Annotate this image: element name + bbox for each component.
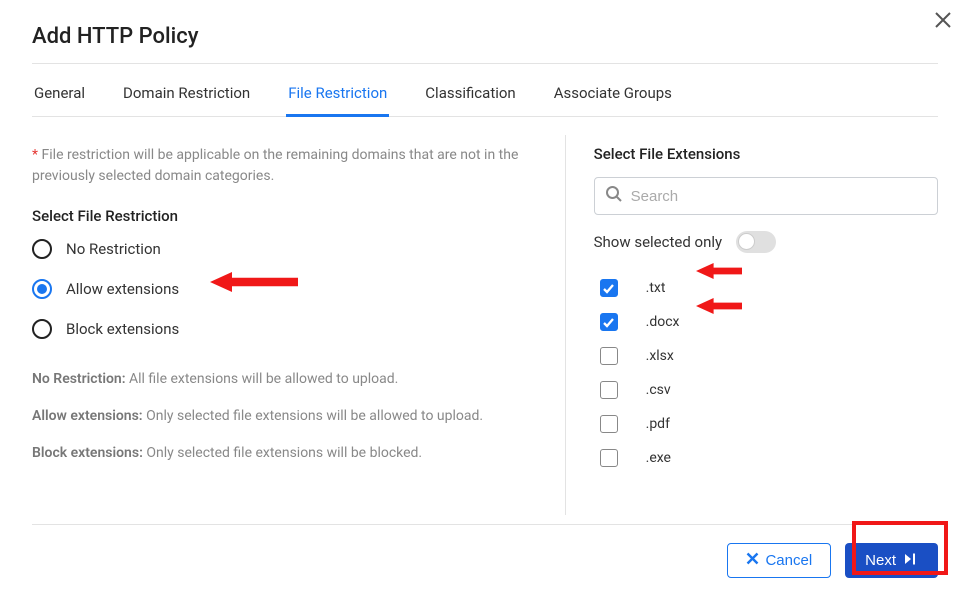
radio-label: Allow extensions	[66, 280, 179, 298]
tab-domain-restriction[interactable]: Domain Restriction	[121, 78, 252, 117]
left-panel: * File restriction will be applicable on…	[32, 135, 565, 515]
tab-classification[interactable]: Classification	[423, 78, 517, 117]
description-text: Only selected file extensions will be bl…	[143, 445, 422, 461]
description-term: Allow extensions:	[32, 408, 143, 424]
radio-row-allow-extensions[interactable]: Allow extensions	[32, 279, 537, 299]
extension-checkbox[interactable]	[600, 449, 618, 467]
extension-row[interactable]: .csv	[594, 373, 938, 407]
extension-checkbox[interactable]	[600, 415, 618, 433]
show-selected-toggle-row: Show selected only	[594, 231, 938, 253]
description-block: No Restriction: All file extensions will…	[32, 369, 537, 390]
restriction-section-label: Select File Restriction	[32, 207, 537, 225]
description-term: Block extensions:	[32, 445, 143, 461]
extension-label: .xlsx	[646, 348, 674, 364]
extension-label: .pdf	[646, 416, 670, 432]
radio-button[interactable]	[32, 239, 52, 259]
search-input[interactable]	[631, 188, 927, 205]
search-icon	[605, 185, 623, 207]
extension-row[interactable]: .docx	[594, 305, 938, 339]
search-field-wrap[interactable]	[594, 177, 938, 215]
radio-button[interactable]	[32, 279, 52, 299]
extension-label: .docx	[646, 314, 680, 330]
extensions-section-label: Select File Extensions	[594, 145, 938, 163]
cancel-label: Cancel	[765, 552, 812, 569]
next-arrow-icon	[904, 552, 918, 569]
tab-general[interactable]: General	[32, 78, 87, 117]
next-button[interactable]: Next	[845, 543, 938, 578]
extension-checkbox[interactable]	[600, 381, 618, 399]
content-area: * File restriction will be applicable on…	[32, 117, 938, 515]
cancel-button[interactable]: Cancel	[727, 543, 831, 578]
description-text: Only selected file extensions will be al…	[143, 408, 483, 424]
toggle-knob	[738, 233, 755, 250]
extension-checkbox[interactable]	[600, 347, 618, 365]
extension-label: .exe	[646, 450, 671, 466]
extension-label: .txt	[646, 280, 666, 296]
radio-button[interactable]	[32, 319, 52, 339]
description-text: All file extensions will be allowed to u…	[126, 371, 399, 387]
extension-checkbox[interactable]	[600, 279, 618, 297]
tab-file-restriction[interactable]: File Restriction	[286, 78, 389, 117]
next-label: Next	[865, 552, 896, 569]
radio-row-no-restriction[interactable]: No Restriction	[32, 239, 537, 259]
dialog-title: Add HTTP Policy	[32, 24, 938, 63]
note-text: File restriction will be applicable on t…	[32, 147, 518, 184]
extension-row[interactable]: .pdf	[594, 407, 938, 441]
radio-group: No Restriction Allow extensions Block exte…	[32, 239, 537, 339]
description-term: No Restriction:	[32, 371, 126, 387]
tabs: General Domain Restriction File Restrictio…	[32, 64, 938, 117]
dialog-footer: Cancel Next	[32, 524, 938, 578]
extension-checkbox[interactable]	[600, 313, 618, 331]
tab-associate-groups[interactable]: Associate Groups	[552, 78, 674, 117]
description-blocks: No Restriction: All file extensions will…	[32, 369, 537, 464]
close-icon[interactable]	[934, 10, 952, 35]
radio-row-block-extensions[interactable]: Block extensions	[32, 319, 537, 339]
close-icon	[746, 552, 759, 569]
extensions-list: .txt .docx .xlsx .csv .pdf .exe	[594, 271, 938, 475]
extension-label: .csv	[646, 382, 671, 398]
toggle-label: Show selected only	[594, 233, 723, 251]
radio-inner	[37, 284, 47, 294]
required-asterisk: *	[32, 147, 42, 163]
extension-row[interactable]: .exe	[594, 441, 938, 475]
extension-row[interactable]: .xlsx	[594, 339, 938, 373]
dialog: Add HTTP Policy General Domain Restrictio…	[0, 0, 970, 515]
description-block: Block extensions: Only selected file ext…	[32, 443, 537, 464]
show-selected-toggle[interactable]	[736, 231, 776, 253]
radio-label: Block extensions	[66, 320, 179, 338]
right-panel: Select File Extensions Show selected onl…	[565, 135, 938, 515]
radio-label: No Restriction	[66, 240, 161, 258]
restriction-note: * File restriction will be applicable on…	[32, 145, 537, 187]
extension-row[interactable]: .txt	[594, 271, 938, 305]
description-block: Allow extensions: Only selected file ext…	[32, 406, 537, 427]
